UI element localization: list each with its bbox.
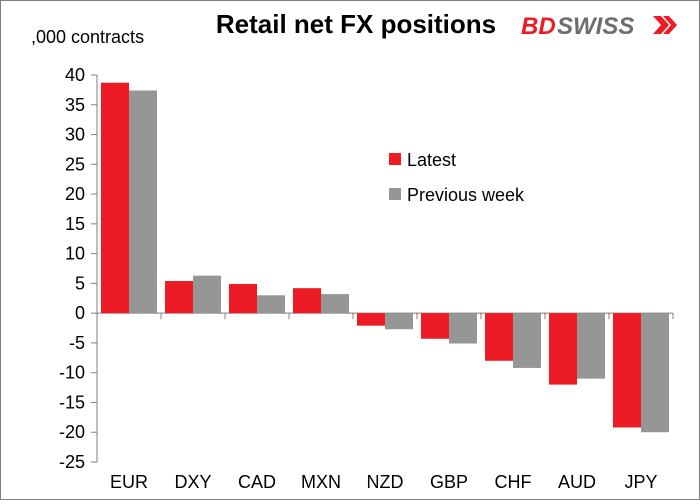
y-tick-label: 30: [65, 125, 85, 145]
bar-previous-week-dxy: [193, 275, 221, 314]
y-tick-label: -5: [69, 333, 85, 353]
y-tick-label: -10: [59, 363, 85, 383]
y-tick-label: 10: [65, 244, 85, 264]
y-tick-labels: 40 35 30 25 20 15 10 5 0 -5 -10 -15 -20 -25: [59, 65, 85, 472]
y-tick-label: 15: [65, 214, 85, 234]
x-category-label: GBP: [430, 472, 468, 492]
bar-previous-week-cad: [257, 295, 285, 314]
bars-layer: [101, 82, 669, 433]
x-category-label: MXN: [301, 472, 341, 492]
x-category-label: AUD: [558, 472, 596, 492]
x-category-label: EUR: [110, 472, 148, 492]
y-tick-label: -20: [59, 422, 85, 442]
y-tick-label: -25: [59, 452, 85, 472]
y-tick-label: 40: [65, 65, 85, 85]
bar-latest-dxy: [165, 281, 193, 314]
x-category-label: NZD: [367, 472, 404, 492]
bar-previous-week-aud: [577, 313, 605, 379]
bar-latest-gbp: [421, 313, 449, 339]
bar-latest-chf: [485, 313, 513, 361]
legend-label-previous-week: Previous week: [407, 185, 525, 205]
bdswiss-logo: BD SWISS: [521, 13, 677, 40]
bar-latest-cad: [229, 283, 257, 314]
x-category-label: CHF: [495, 472, 532, 492]
x-category-label: CAD: [238, 472, 276, 492]
x-category-label: JPY: [624, 472, 657, 492]
y-tick-label: -15: [59, 392, 85, 412]
bar-previous-week-mxn: [321, 294, 349, 314]
bar-previous-week-jpy: [641, 313, 669, 433]
legend-swatch-latest: [389, 153, 401, 165]
axis-layer: [91, 74, 674, 463]
bar-latest-mxn: [293, 288, 321, 314]
x-category-labels: EUR DXY CAD MXN NZD GBP CHF AUD JPY: [110, 472, 658, 492]
logo-bd-text: BD: [521, 13, 556, 40]
y-tick-label: 35: [65, 95, 85, 115]
bar-previous-week-gbp: [449, 313, 477, 344]
y-axis-label: ,000 contracts: [31, 27, 144, 47]
bar-previous-week-eur: [129, 90, 157, 314]
y-tick-label: 25: [65, 154, 85, 174]
bar-latest-eur: [101, 82, 129, 314]
legend-label-latest: Latest: [407, 150, 456, 170]
bar-latest-jpy: [613, 313, 641, 428]
legend: Latest Previous week: [389, 150, 525, 205]
bar-previous-week-chf: [513, 313, 541, 368]
bar-previous-week-nzd: [385, 313, 413, 330]
y-tick-label: 20: [65, 184, 85, 204]
logo-chevron-icon: [653, 16, 677, 34]
bar-latest-nzd: [357, 313, 385, 326]
legend-swatch-previous-week: [389, 188, 401, 200]
logo-swiss-text: SWISS: [557, 13, 634, 40]
bar-latest-aud: [549, 313, 577, 385]
chart-title: Retail net FX positions: [216, 9, 496, 39]
y-tick-label: 0: [75, 303, 85, 323]
y-tick-label: 5: [75, 273, 85, 293]
x-category-label: DXY: [174, 472, 211, 492]
